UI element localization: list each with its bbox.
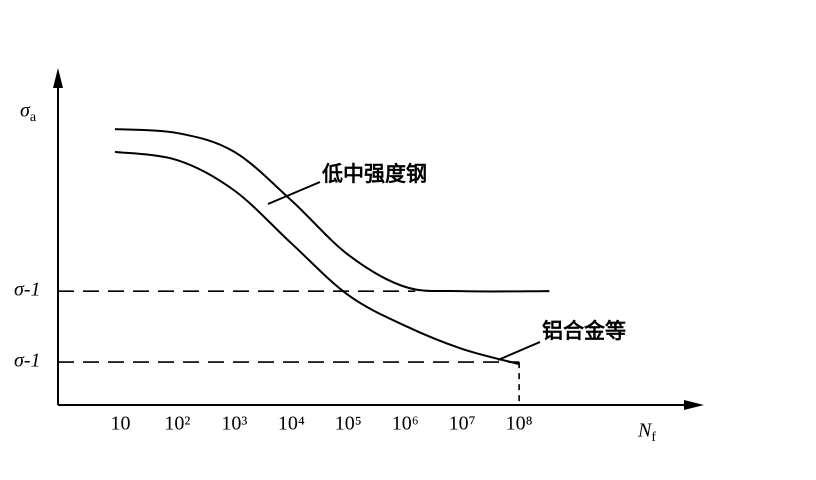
y-tick-label: σ-1	[14, 350, 41, 372]
leader-line	[267, 181, 321, 205]
leader-line	[497, 341, 541, 361]
x-tick-label: 10⁸	[506, 413, 533, 435]
annotation: 低中强度钢	[321, 162, 427, 186]
annotation: 铝合金等	[542, 319, 626, 343]
x-tick-label: 10⁷	[449, 413, 476, 435]
x-axis-label: Nf	[637, 420, 656, 446]
curve	[114, 150, 520, 366]
x-tick-label: 10⁶	[392, 413, 419, 435]
y-axis-label: σa	[20, 100, 37, 126]
x-tick-label: 10⁴	[278, 413, 305, 435]
x-arrow	[684, 400, 704, 410]
curve	[114, 128, 550, 293]
x-tick-label: 10²	[164, 413, 190, 435]
x-tick-label: 10³	[221, 413, 247, 435]
y-arrow	[53, 68, 63, 88]
x-tick-label: 10⁵	[335, 413, 362, 435]
x-tick-label: 10	[110, 413, 130, 435]
y-tick-label: σ-1	[14, 279, 41, 301]
